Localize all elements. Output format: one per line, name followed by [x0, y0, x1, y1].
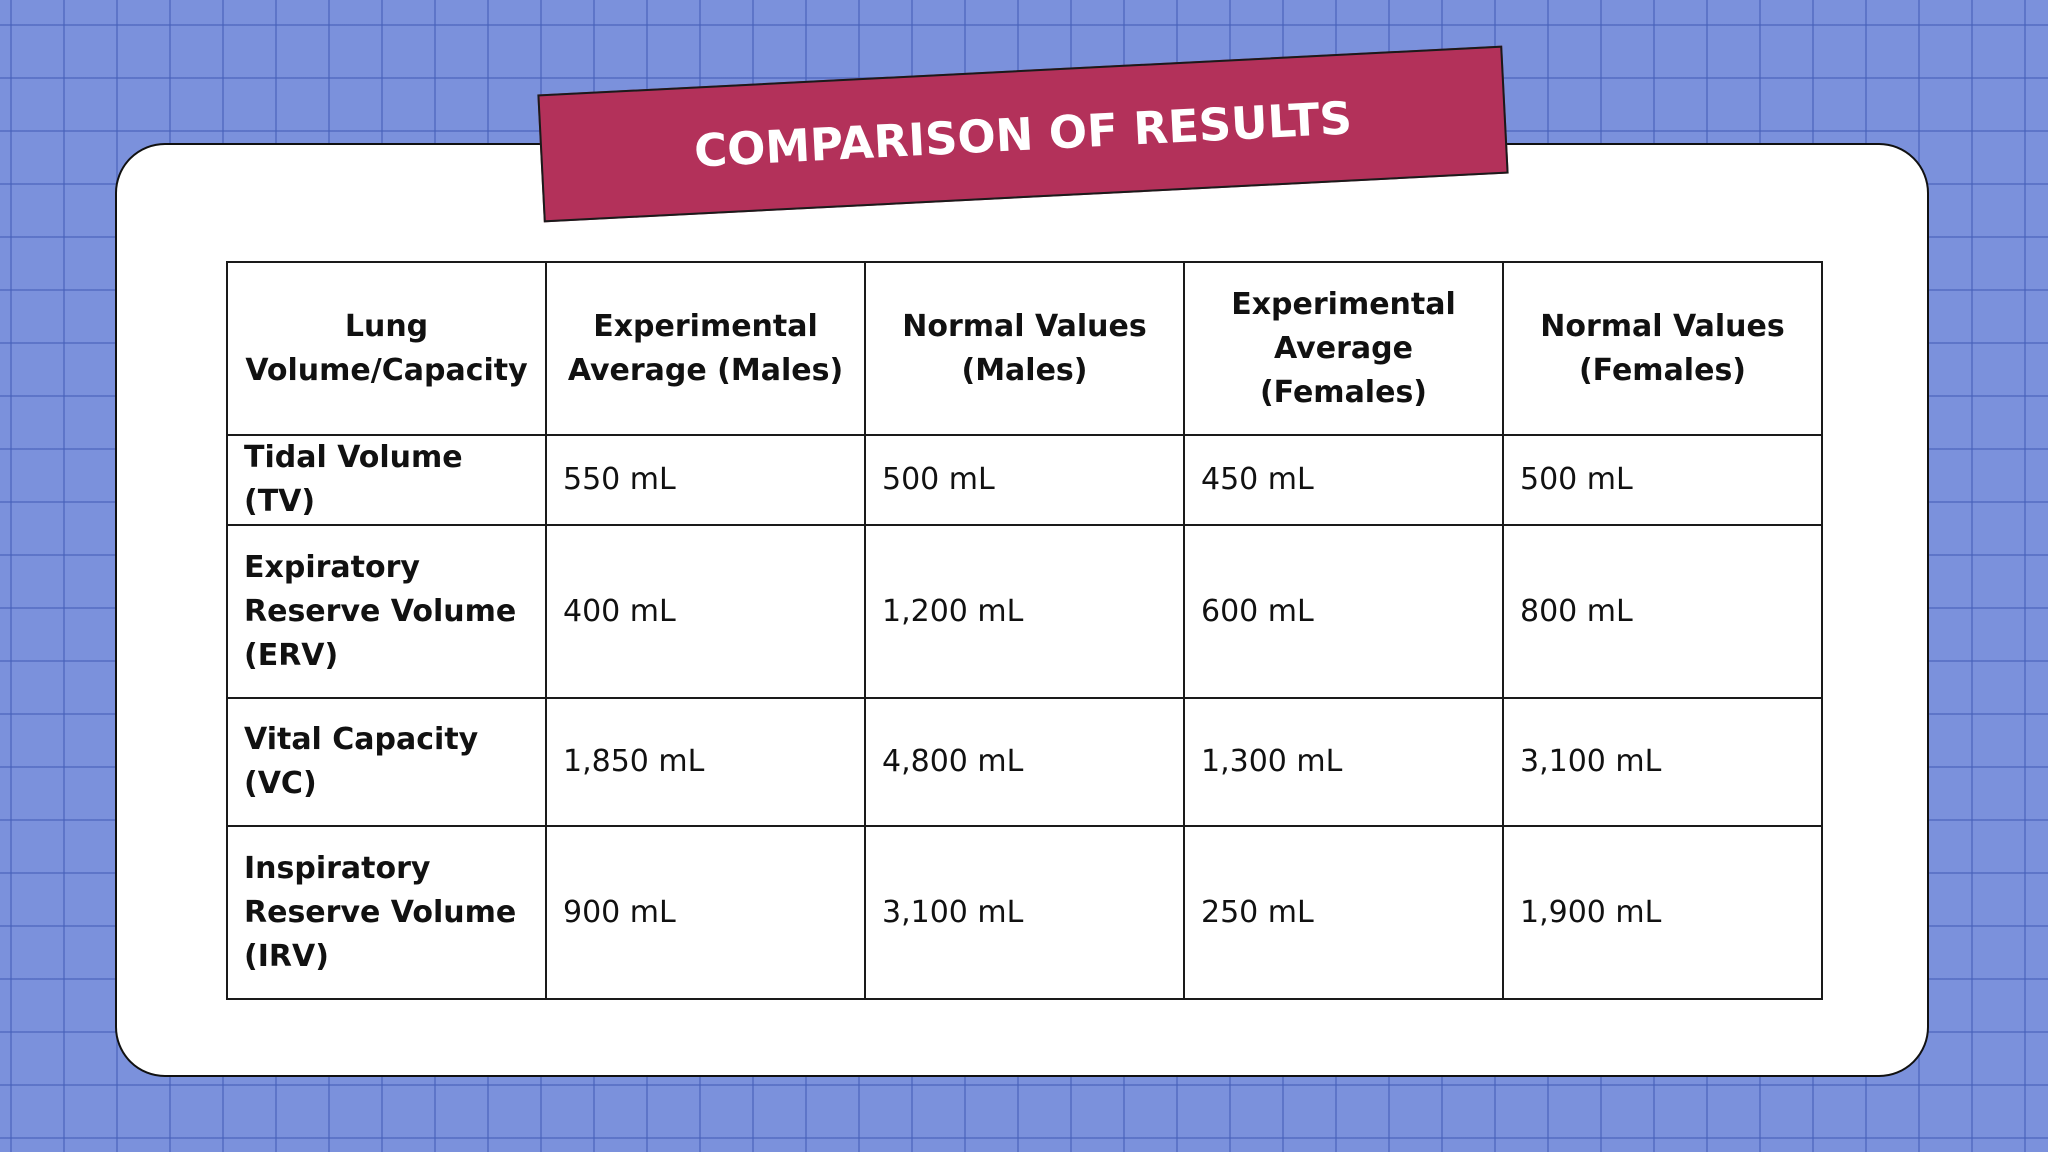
table-cell: 550 mL	[545, 434, 866, 526]
table-cell: 3,100 mL	[1502, 697, 1823, 827]
table-cell: 800 mL	[1502, 524, 1823, 699]
column-header-experimental-females: Experimental Average (Females)	[1183, 261, 1504, 436]
row-label: Tidal Volume (TV)	[226, 434, 547, 526]
table-cell: 1,300 mL	[1183, 697, 1504, 827]
table-cell: 1,900 mL	[1502, 825, 1823, 1000]
table-cell: 500 mL	[864, 434, 1185, 526]
table-row: Tidal Volume (TV) 550 mL 500 mL 450 mL 5…	[226, 434, 1823, 526]
row-label: Expiratory Reserve Volume (ERV)	[226, 524, 547, 699]
table-cell: 600 mL	[1183, 524, 1504, 699]
table-header-row: Lung Volume/Capacity Experimental Averag…	[226, 261, 1823, 436]
table-cell: 3,100 mL	[864, 825, 1185, 1000]
table-cell: 400 mL	[545, 524, 866, 699]
page-title: COMPARISON OF RESULTS	[692, 90, 1354, 178]
row-label: Vital Capacity (VC)	[226, 697, 547, 827]
table-cell: 4,800 mL	[864, 697, 1185, 827]
table-cell: 1,850 mL	[545, 697, 866, 827]
table-cell: 250 mL	[1183, 825, 1504, 1000]
column-header-normal-males: Normal Values (Males)	[864, 261, 1185, 436]
table-cell: 1,200 mL	[864, 524, 1185, 699]
table-cell: 900 mL	[545, 825, 866, 1000]
table-row: Inspiratory Reserve Volume (IRV) 900 mL …	[226, 825, 1823, 1000]
table-row: Expiratory Reserve Volume (ERV) 400 mL 1…	[226, 524, 1823, 699]
table-cell: 500 mL	[1502, 434, 1823, 526]
results-table: Lung Volume/Capacity Experimental Averag…	[226, 261, 1823, 1000]
row-label: Inspiratory Reserve Volume (IRV)	[226, 825, 547, 1000]
table-cell: 450 mL	[1183, 434, 1504, 526]
column-header-normal-females: Normal Values (Females)	[1502, 261, 1823, 436]
column-header-experimental-males: Experimental Average (Males)	[545, 261, 866, 436]
column-header-lung-volume: Lung Volume/Capacity	[226, 261, 547, 436]
table-row: Vital Capacity (VC) 1,850 mL 4,800 mL 1,…	[226, 697, 1823, 827]
